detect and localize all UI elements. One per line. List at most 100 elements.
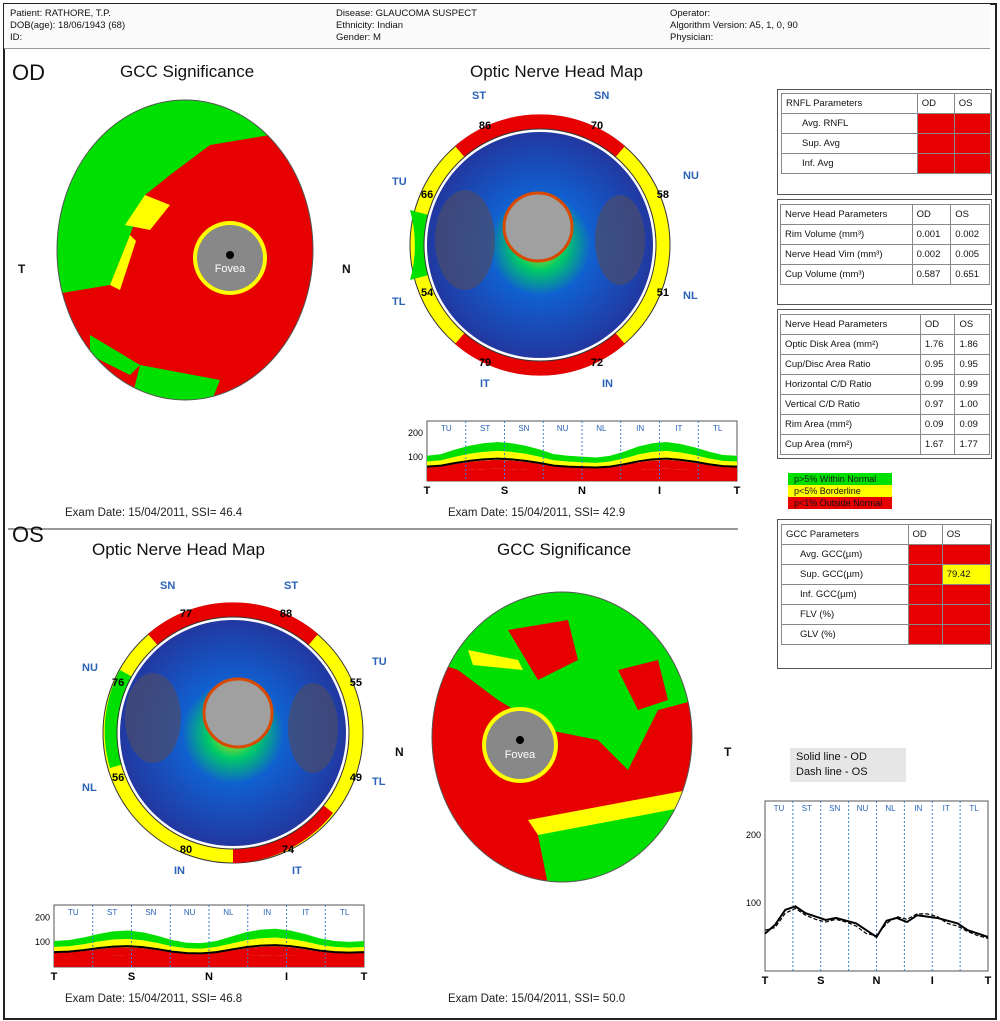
os-onh-val-sn: 77 <box>180 608 192 620</box>
os-gcc-title: GCC Significance <box>497 540 632 559</box>
od-value-cell: 0.99 <box>919 374 956 395</box>
os-onh-val-tl: 49 <box>350 772 362 784</box>
table-header-cell: OS <box>954 314 990 335</box>
rnfl-table: RNFL Parameters OD OS Avg. RNFL Sup. Avg… <box>781 93 992 174</box>
table-row: Sup. Avg <box>781 133 992 154</box>
table-header-cell: OD <box>907 524 943 545</box>
os-onh-val-tu: 55 <box>350 677 362 689</box>
patient-id: ID: <box>10 32 23 43</box>
disease-field: Disease: GLAUCOMA SUSPECT <box>336 8 477 19</box>
os-gcc-right-label: T <box>724 745 732 759</box>
sector-label: IT <box>675 424 682 433</box>
x-tick-label: N <box>578 485 586 497</box>
os-onh-val-nu: 76 <box>112 677 124 689</box>
band-within-normal <box>427 441 737 463</box>
row-label: Sup. Avg <box>781 133 918 154</box>
table-header-row: Nerve Head Parameters OD OS <box>780 314 990 335</box>
od-value-cell <box>916 153 955 174</box>
band-outside-normal <box>427 470 737 481</box>
os-onh-val-it: 74 <box>282 844 295 856</box>
nerve-area-table: Nerve Head Parameters OD OS Optic Disk A… <box>780 314 990 455</box>
os-onh-title: Optic Nerve Head Map <box>92 540 265 559</box>
od-value-cell <box>916 133 955 154</box>
os-value-cell <box>953 133 992 154</box>
row-label: Inf. GCC(µm) <box>781 584 909 605</box>
x-tick-label: I <box>285 971 288 983</box>
os-gcc-map: Fovea <box>431 591 693 883</box>
os-value-cell <box>941 584 992 605</box>
os-value-cell <box>953 113 992 134</box>
od-quad-it: IT <box>480 378 490 390</box>
row-label: Avg. RNFL <box>781 113 918 134</box>
os-quad-sn: SN <box>160 580 176 592</box>
os-value-cell <box>941 604 992 625</box>
x-tick-label: N <box>205 971 213 983</box>
table-header-cell: GCC Parameters <box>781 524 909 545</box>
row-label: Optic Disk Area (mm²) <box>780 334 921 355</box>
sector-label: NL <box>885 804 896 813</box>
od-quad-st: ST <box>472 90 487 102</box>
table-row: Horizontal C/D Ratio 0.99 0.99 <box>780 374 990 395</box>
table-header-cell: OS <box>950 204 990 225</box>
table-row: Cup/Disc Area Ratio 0.95 0.95 <box>780 354 990 375</box>
od-line <box>764 905 989 939</box>
sector-label: ST <box>480 424 490 433</box>
row-label: Nerve Head Vim (mm³) <box>780 244 913 265</box>
od-value-cell <box>907 624 943 645</box>
od-onh-exam-date: Exam Date: 15/04/2011, SSI= 42.9 <box>448 507 626 519</box>
os-value-cell: 0.005 <box>950 244 990 265</box>
od-gcc-left-label: T <box>18 262 26 276</box>
legend-outside: p<1% Outside Normal <box>788 497 892 509</box>
y-tick-label: 200 <box>35 912 50 922</box>
legend-borderline: p<5% Borderline <box>788 485 892 497</box>
row-label: Inf. Avg <box>781 153 918 174</box>
os-value-cell: 1.00 <box>954 394 990 415</box>
os-quad-st: ST <box>284 580 299 592</box>
patient-header: Patient: RATHORE, T.P. DOB(age): 18/06/1… <box>4 4 990 49</box>
row-label: FLV (%) <box>781 604 909 625</box>
os-onh-val-nl: 56 <box>112 772 124 784</box>
sector-label: TL <box>713 424 723 433</box>
section-divider <box>8 528 738 530</box>
table-row: Nerve Head Vim (mm³) 0.002 0.005 <box>780 244 990 265</box>
od-onh-map: 86 70 58 51 72 79 54 66 <box>409 114 671 376</box>
os-section-label: OS <box>12 522 44 547</box>
sector-label: SN <box>518 424 529 433</box>
od-gcc-map: Fovea <box>56 99 314 401</box>
table-row: Sup. GCC(µm) 79.42 <box>781 564 992 585</box>
od-value-cell: 1.76 <box>919 334 956 355</box>
table-header-cell: Nerve Head Parameters <box>780 204 913 225</box>
od-quad-tl: TL <box>392 296 406 308</box>
table-header-cell: OD <box>911 204 952 225</box>
sector-label: NU <box>857 804 869 813</box>
os-quad-tl: TL <box>372 776 386 788</box>
od-gcc-title: GCC Significance <box>120 62 255 81</box>
legend-normal: p>5% Within Normal <box>788 473 892 485</box>
y-tick-label: 100 <box>35 937 50 947</box>
table-row: Vertical C/D Ratio 0.97 1.00 <box>780 394 990 415</box>
x-tick-label: S <box>501 485 508 497</box>
table-header-row: RNFL Parameters OD OS <box>781 93 992 114</box>
table-row: Inf. GCC(µm) <box>781 584 992 605</box>
x-tick-label: T <box>762 975 769 987</box>
table-header-row: Nerve Head Parameters OD OS <box>780 204 990 225</box>
os-value-cell: 0.99 <box>954 374 990 395</box>
os-value-cell: 79.42 <box>941 564 992 585</box>
od-onh-val-it: 79 <box>479 357 491 369</box>
od-value-cell: 0.001 <box>911 224 952 245</box>
row-label: Cup Area (mm²) <box>780 434 921 455</box>
os-value-cell: 1.86 <box>954 334 990 355</box>
od-quad-nl: NL <box>683 290 698 302</box>
x-tick-label: T <box>424 485 431 497</box>
sector-label: IN <box>914 804 922 813</box>
os-value-cell: 0.95 <box>954 354 990 375</box>
table-header-cell: Nerve Head Parameters <box>780 314 921 335</box>
os-onh-exam-date: Exam Date: 15/04/2011, SSI= 46.8 <box>65 993 243 1005</box>
sector-label: NU <box>557 424 569 433</box>
table-header-cell: OD <box>919 314 956 335</box>
od-onh-title: Optic Nerve Head Map <box>470 62 643 81</box>
row-label: Cup Volume (mm³) <box>780 264 913 285</box>
x-tick-label: S <box>128 971 135 983</box>
od-value-cell: 0.002 <box>911 244 952 265</box>
os-onh-right-label: N <box>395 745 404 759</box>
